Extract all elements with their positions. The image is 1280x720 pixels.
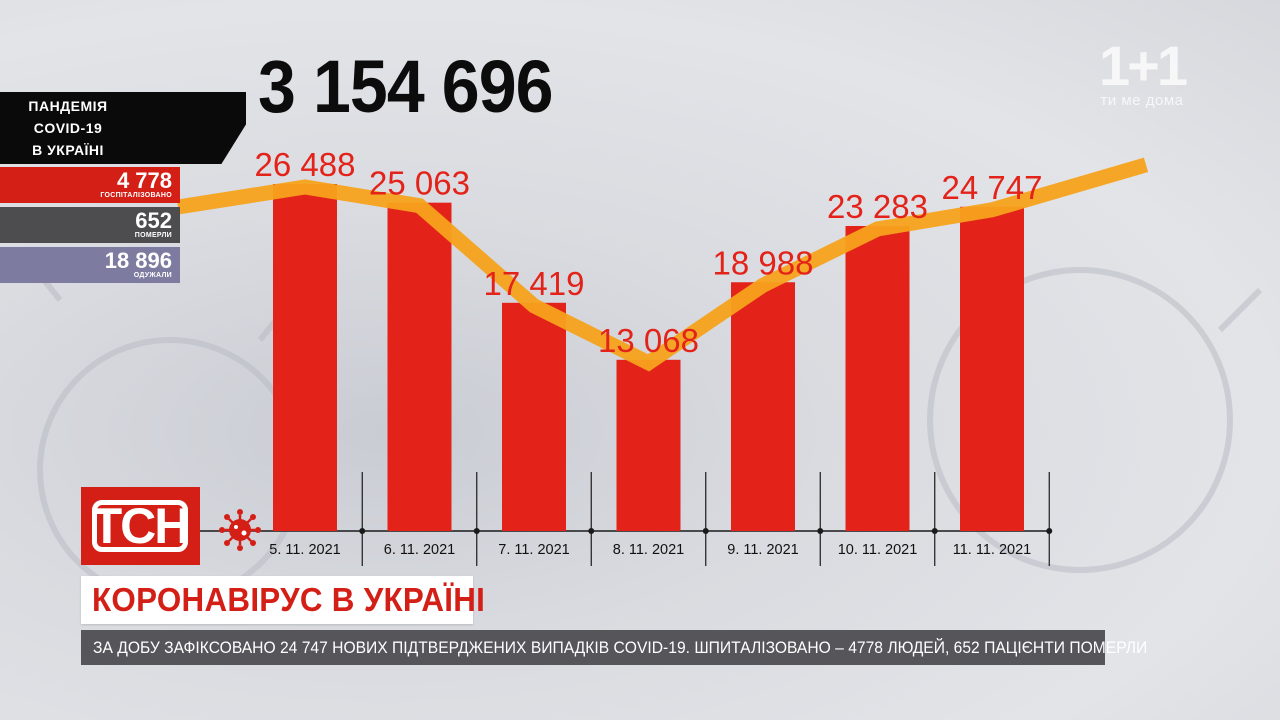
panel-title: ПАНДЕМІЯ COVID-19 В УКРАЇНІ <box>0 92 246 164</box>
x-tick-label: 6. 11. 2021 <box>384 542 456 558</box>
channel-logo-mark: 1+1 <box>1099 34 1188 97</box>
bar <box>960 206 1024 532</box>
x-tick-label: 7. 11. 2021 <box>498 542 570 558</box>
virus-icon <box>219 509 261 551</box>
x-tick-label: 8. 11. 2021 <box>613 542 685 558</box>
stat-hospitalized-value: 4 778 <box>116 167 172 193</box>
x-tick-label: 5. 11. 2021 <box>269 542 341 558</box>
x-tick-label: 9. 11. 2021 <box>727 542 799 558</box>
panel-title-line: ПАНДЕМІЯ <box>28 98 108 114</box>
bar <box>387 202 452 531</box>
stat-hospitalized: 4 778 ГОСПІТАЛІЗОВАНО <box>0 167 180 203</box>
stat-hospitalized-label: ГОСПІТАЛІЗОВАНО <box>100 191 172 199</box>
bar <box>273 184 337 531</box>
stat-deaths-value: 652 <box>135 207 172 233</box>
program-logo-frame <box>92 500 188 552</box>
bar-value-label: 26 488 <box>255 146 356 183</box>
bar <box>616 359 681 531</box>
bar-value-label: 17 419 <box>484 265 585 302</box>
ticker-box <box>81 630 1105 665</box>
bar-value-label: 13 068 <box>598 322 699 359</box>
bar <box>731 282 795 531</box>
panel-title-line: COVID-19 <box>33 120 103 136</box>
panel-title-line: В УКРАЇНІ <box>32 142 104 158</box>
separator-dot <box>359 528 366 534</box>
news-ticker: ЗА ДОБУ ЗАФІКСОВАНО 24 747 НОВИХ ПІДТВЕР… <box>93 638 1148 657</box>
channel-logo: 1+1 ти ме дома <box>1078 34 1206 114</box>
bar <box>502 302 566 531</box>
x-tick-label: 11. 11. 2021 <box>953 542 1031 558</box>
separator-dot <box>588 528 595 534</box>
separator-dot <box>931 528 938 534</box>
separator-dot <box>702 528 709 534</box>
bar-value-label: 25 063 <box>369 165 470 202</box>
headline: КОРОНАВІРУС В УКРАЇНІ <box>92 581 486 618</box>
stat-recovered-label: ОДУЖАЛИ <box>133 271 172 279</box>
headline-box <box>81 576 473 624</box>
bar-value-label: 24 747 <box>942 169 1043 206</box>
stat-recovered: 18 896 ОДУЖАЛИ <box>0 247 180 283</box>
bar-value-label: 18 988 <box>713 244 814 281</box>
trend-line <box>176 157 1149 372</box>
stat-deaths: 652 ПОМЕРЛИ <box>0 207 180 243</box>
separator-dot <box>817 528 824 534</box>
x-tick-label: 10. 11. 2021 <box>838 542 918 558</box>
program-logo-text: ТСН <box>91 498 191 554</box>
total-cases: 3 154 696 <box>258 45 554 128</box>
bar <box>845 225 910 531</box>
separator-dot <box>473 528 480 534</box>
bar-value-label: 23 283 <box>827 188 928 225</box>
stat-deaths-label: ПОМЕРЛИ <box>134 231 172 239</box>
stat-recovered-value: 18 896 <box>104 247 172 273</box>
separator-dot <box>1046 528 1053 534</box>
channel-logo-tagline: ти ме дома <box>1100 92 1184 109</box>
